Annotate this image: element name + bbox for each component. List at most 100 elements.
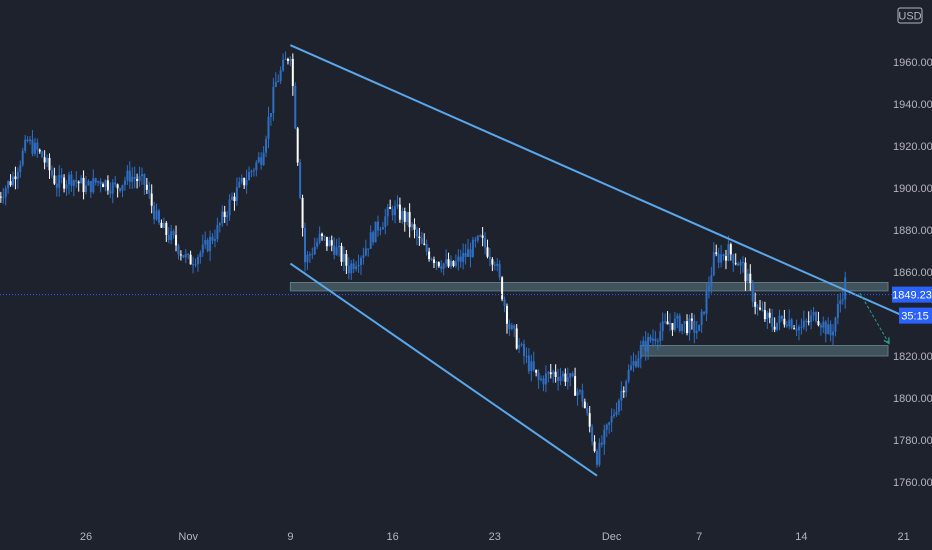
candle [625, 379, 628, 398]
candle [233, 192, 236, 211]
price-tag: 1849.23 [892, 286, 932, 303]
currency-label-box[interactable]: USD [897, 7, 923, 24]
candle [598, 438, 601, 467]
upper-trendline[interactable] [289, 44, 919, 324]
lower-trendline[interactable] [289, 262, 598, 477]
candle [574, 367, 577, 396]
candle [788, 309, 791, 330]
candle [272, 78, 275, 121]
candle [53, 167, 56, 186]
candle [493, 261, 496, 271]
candle [252, 167, 255, 177]
candle [630, 355, 633, 371]
candle [452, 260, 455, 268]
price-axis[interactable]: 1760.00 1780.00 1800.00 1820.00 1860.00 1880.… [893, 57, 932, 489]
candle [138, 166, 141, 187]
candle [340, 242, 343, 266]
candle [744, 257, 747, 291]
candle [357, 254, 360, 273]
candle [175, 225, 178, 252]
candle [391, 205, 394, 221]
candle [474, 236, 477, 248]
date-tick-label: Nov [178, 531, 198, 543]
candle [153, 201, 156, 225]
candle [656, 338, 659, 351]
candle [824, 319, 827, 343]
candle [756, 304, 759, 316]
candle [615, 402, 618, 417]
candle [669, 313, 671, 332]
price-tick-label: 1920.00 [893, 141, 932, 153]
candle [797, 324, 800, 341]
price-tick-label: 1760.00 [893, 477, 932, 489]
candle [437, 261, 440, 268]
candle [33, 137, 36, 157]
date-tick-label: 26 [80, 531, 92, 543]
candle [554, 364, 557, 383]
candle [520, 342, 523, 347]
candle [38, 148, 41, 154]
candle [832, 323, 835, 346]
candle [802, 310, 805, 330]
candle [80, 175, 83, 184]
candle [841, 291, 844, 305]
candle [36, 138, 39, 158]
candle [321, 232, 324, 241]
candle [333, 237, 336, 260]
candle [352, 258, 355, 274]
candle [464, 243, 467, 265]
candle [50, 165, 53, 179]
candle [649, 334, 652, 343]
date-tick-label: 23 [489, 531, 501, 543]
candle [328, 236, 331, 247]
candle [632, 352, 635, 372]
candle [722, 253, 725, 261]
candle [561, 370, 564, 382]
candle [413, 218, 416, 239]
candle [104, 179, 107, 192]
date-tick-label: 16 [386, 531, 398, 543]
candle [308, 251, 311, 263]
candle [600, 435, 603, 448]
candle [442, 262, 445, 276]
candle [793, 324, 796, 330]
candle [29, 135, 32, 145]
candle [761, 301, 764, 312]
countdown-tag: 35:15 [899, 307, 932, 324]
candle [654, 330, 657, 345]
candle [515, 324, 518, 350]
candle [532, 351, 535, 372]
candle [187, 252, 190, 260]
candle [698, 324, 701, 332]
candle [364, 239, 367, 257]
candle [87, 179, 90, 186]
candle [759, 299, 762, 311]
price-tick-label: 1960.00 [893, 57, 932, 69]
candle [179, 250, 182, 261]
candle [43, 150, 46, 170]
candle [510, 322, 513, 331]
candle [218, 221, 221, 233]
resistance-zone[interactable] [289, 282, 889, 292]
candle [106, 175, 109, 195]
candle [644, 331, 647, 361]
candle [778, 309, 781, 331]
candle [394, 200, 397, 224]
candle [72, 179, 75, 197]
candle [165, 221, 168, 242]
date-tick-label: 21 [897, 531, 909, 543]
candle [67, 171, 70, 195]
candle [406, 211, 409, 226]
time-axis[interactable]: 26 Nov 9 16 23 Dec 7 14 21 [80, 531, 910, 543]
price-tick-label: 1820.00 [893, 351, 932, 363]
candle [620, 381, 623, 411]
candle [92, 169, 95, 194]
candle [795, 319, 798, 337]
candle [681, 323, 684, 335]
candle [447, 252, 450, 268]
candle [145, 177, 148, 194]
price-tick-label: 1900.00 [893, 183, 932, 195]
candle [583, 398, 586, 409]
support-zone[interactable] [640, 345, 889, 357]
